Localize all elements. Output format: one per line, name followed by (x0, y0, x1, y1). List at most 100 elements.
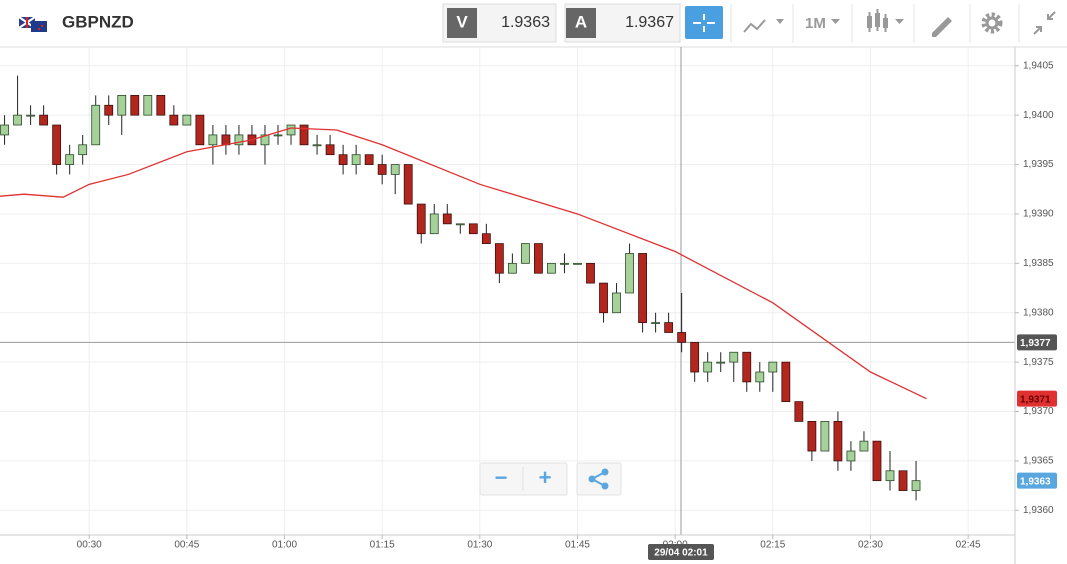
candle-body (169, 114, 179, 126)
candle-body (898, 470, 908, 491)
candle-body (26, 114, 35, 117)
y-tick-label: 1,9380 (1023, 307, 1054, 318)
zoom-controls: − + (479, 462, 622, 496)
candle-body (859, 440, 869, 452)
candle-body (885, 470, 895, 482)
collapse-button[interactable] (1033, 11, 1056, 35)
price-tag-label: 1,9377 (1020, 338, 1051, 349)
candle-body (91, 104, 101, 146)
candle-body (351, 154, 361, 165)
candle-body (547, 262, 556, 274)
share-button[interactable] (576, 462, 622, 496)
zoom-out-button[interactable]: − (495, 465, 508, 490)
candle-body (494, 243, 504, 274)
y-tick-label: 1,9405 (1023, 60, 1054, 71)
x-tick-label: 02:30 (858, 540, 883, 551)
bid-price: 1.9363 (501, 14, 550, 31)
candle-body (768, 361, 778, 373)
candle-body (625, 253, 634, 294)
y-tick-label: 1,9395 (1023, 159, 1054, 170)
zoom-in-button[interactable]: + (539, 465, 552, 490)
x-tick-label: 02:15 (760, 540, 785, 551)
candle-style-button[interactable] (867, 9, 904, 32)
candle-body (664, 322, 674, 333)
candle-body (638, 253, 647, 324)
candle-body (299, 124, 309, 146)
y-tick-label: 1,9400 (1023, 110, 1054, 121)
candle-body (442, 213, 452, 225)
candle-body (651, 322, 661, 325)
candle-body (677, 332, 687, 343)
crosshair-button[interactable] (685, 6, 723, 39)
candle-body (156, 95, 166, 116)
ask-price: 1.9367 (625, 14, 674, 31)
candle-body (794, 401, 804, 422)
candle-body (846, 450, 856, 462)
timeframe: 1M (805, 15, 826, 32)
candle-body (481, 233, 491, 244)
candle-body (52, 124, 62, 165)
candle-body (338, 154, 348, 165)
chart-type-button[interactable] (743, 19, 784, 33)
candle-body (872, 440, 882, 482)
candle-body (195, 114, 205, 146)
y-tick-label: 1,9360 (1023, 505, 1054, 516)
candle-body (560, 262, 569, 265)
candle-body (455, 223, 465, 226)
candle-body (612, 292, 621, 314)
candle-body (468, 223, 478, 235)
candle-body (729, 351, 739, 363)
ask-label-box (566, 8, 596, 38)
candle-body (507, 262, 517, 274)
settings-button[interactable] (981, 12, 1003, 34)
candle-body (13, 114, 22, 126)
bid-label-box (447, 8, 477, 38)
candle-body (117, 95, 127, 116)
candle-body (390, 164, 400, 175)
candle-body (208, 134, 218, 146)
candle-body (586, 262, 595, 284)
candle-body (65, 154, 75, 165)
price-tag (1017, 390, 1057, 407)
x-tick-label: 01:00 (272, 540, 297, 551)
price-tag-label: 1,9363 (1020, 476, 1051, 487)
candle-body (911, 480, 921, 491)
candle-body (39, 114, 49, 126)
price-tag (1017, 334, 1057, 351)
candle-body (0, 124, 9, 136)
candle-body (833, 420, 843, 462)
timeframe-button[interactable]: 1M (805, 15, 840, 32)
y-tick-label: 1,9365 (1023, 456, 1054, 467)
candle-body (820, 420, 830, 452)
candle-body (377, 164, 387, 175)
candle-body (429, 213, 439, 235)
plot-area (0, 47, 1015, 535)
candle-body (599, 282, 608, 314)
candle-body (221, 134, 231, 146)
candle-body (260, 134, 270, 146)
candle-body (234, 134, 244, 146)
y-tick-label: 1,9385 (1023, 258, 1054, 269)
candle-body (273, 134, 283, 137)
draw-button[interactable] (932, 17, 952, 37)
candle-body (573, 262, 582, 265)
x-tick-label: 01:30 (467, 540, 492, 551)
y-tick-label: 1,9375 (1023, 357, 1054, 368)
candle-body (364, 154, 374, 165)
price-tag-label: 1,9371 (1020, 394, 1051, 405)
candle-body (703, 361, 713, 373)
bid-label: V (456, 12, 468, 31)
y-tick-label: 1,9390 (1023, 209, 1054, 220)
candle-body (182, 114, 192, 126)
candle-body (104, 104, 114, 116)
flag-icon (18, 16, 47, 32)
candle-body (690, 341, 700, 373)
candle-body (78, 144, 88, 156)
symbol: GBPNZD (62, 12, 134, 31)
candle-body (781, 361, 791, 403)
candle-body (534, 243, 543, 274)
time-tag (648, 544, 715, 560)
candle-body (807, 420, 817, 452)
candle-body (755, 371, 765, 383)
